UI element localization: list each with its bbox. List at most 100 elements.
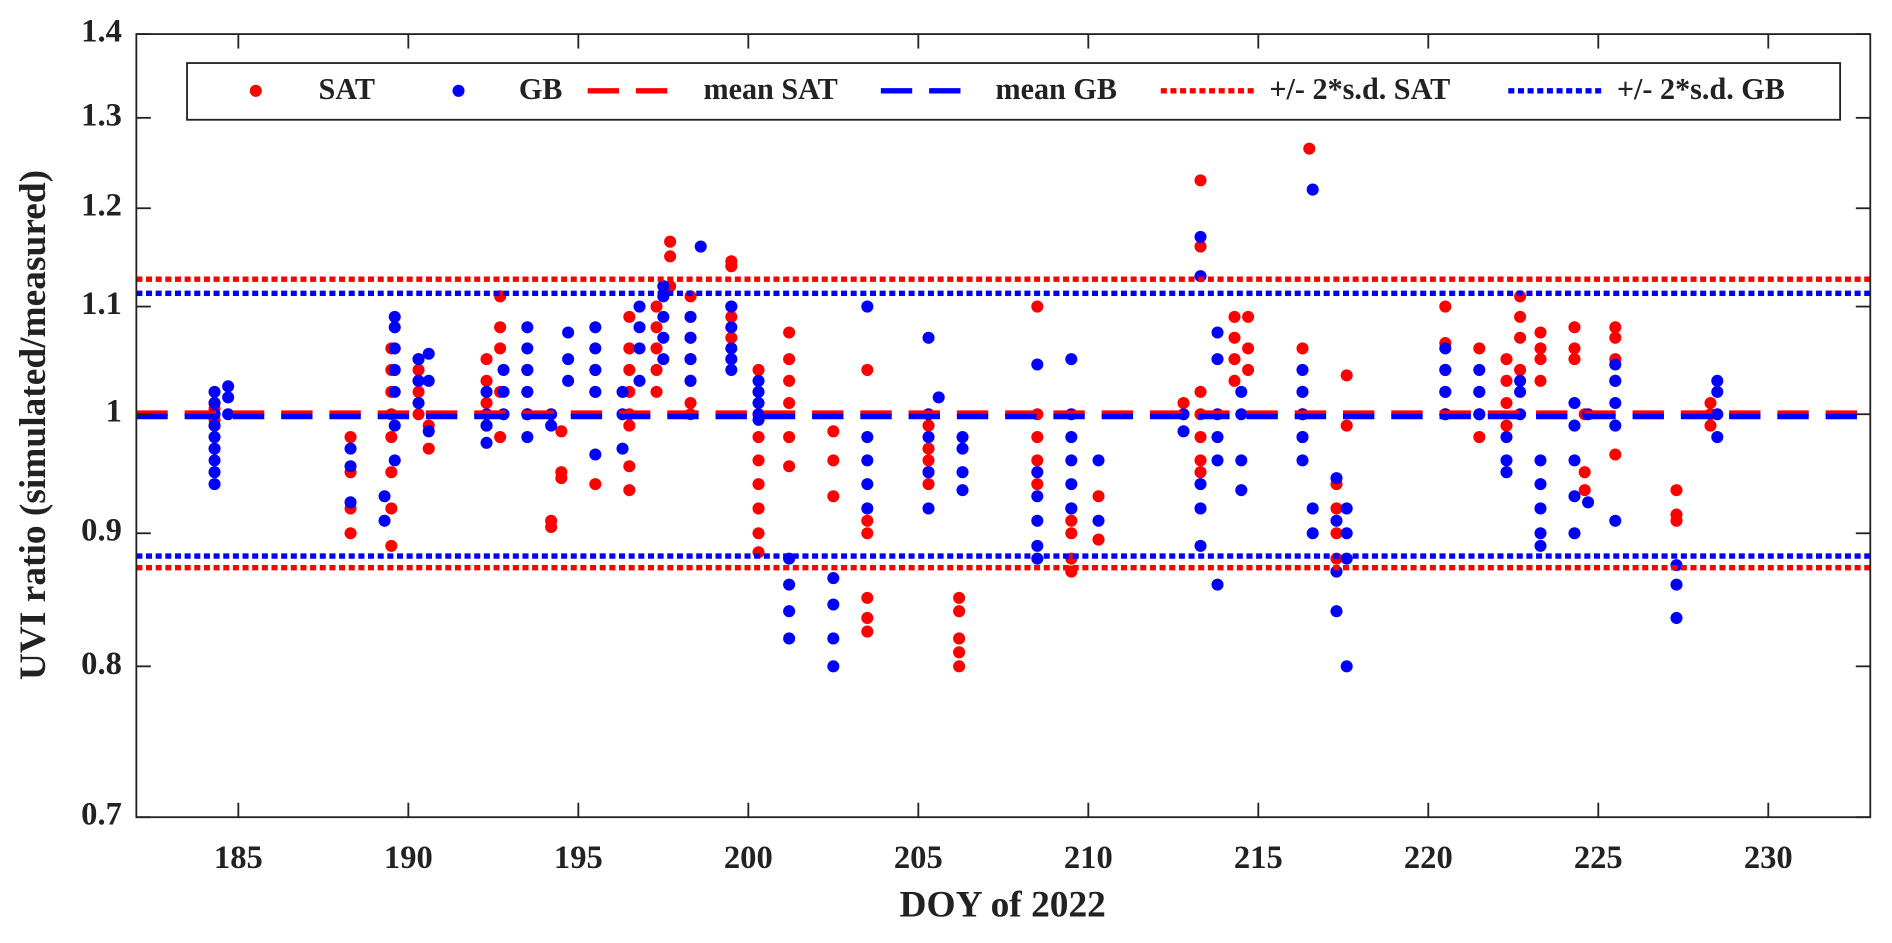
- data-point: [1704, 396, 1717, 410]
- data-point: [1670, 578, 1683, 591]
- data-point: [1500, 419, 1513, 432]
- data-point: [1534, 478, 1547, 491]
- data-point: [623, 363, 636, 376]
- data-point: [388, 385, 401, 398]
- data-point: [752, 385, 765, 398]
- data-point: [1514, 385, 1527, 398]
- x-tick-label: 205: [894, 840, 943, 876]
- data-point: [1242, 342, 1255, 355]
- data-point: [827, 490, 840, 503]
- data-point: [1296, 454, 1309, 467]
- data-point: [633, 321, 646, 334]
- data-point: [1211, 326, 1224, 339]
- data-point: [623, 419, 636, 432]
- data-point: [956, 466, 969, 479]
- data-point: [684, 310, 697, 323]
- data-point: [1306, 527, 1319, 540]
- data-point: [1211, 431, 1224, 444]
- data-point: [344, 527, 357, 540]
- data-point: [1194, 385, 1207, 398]
- legend-marker: [452, 84, 465, 97]
- data-point: [589, 321, 602, 334]
- plot-area: [136, 142, 1871, 673]
- data-point: [1534, 454, 1547, 467]
- data-point: [861, 502, 874, 515]
- data-point: [480, 419, 493, 432]
- y-axis-label: UVI ratio (simulated/measured): [13, 170, 54, 680]
- y-tick-label: 0.8: [81, 646, 122, 682]
- data-point: [555, 425, 568, 438]
- data-point: [1609, 419, 1622, 432]
- data-point: [1473, 342, 1486, 355]
- data-point: [1514, 363, 1527, 376]
- data-point: [1609, 514, 1622, 527]
- data-point: [1609, 396, 1622, 410]
- data-point: [1473, 363, 1486, 376]
- data-point: [1704, 419, 1717, 432]
- data-point: [1031, 478, 1044, 491]
- data-point: [1330, 514, 1343, 527]
- data-point: [480, 436, 493, 449]
- data-point: [956, 442, 969, 455]
- data-point: [1177, 425, 1190, 438]
- x-tick-label: 225: [1574, 840, 1623, 876]
- data-point: [1439, 385, 1452, 398]
- x-tick-label: 185: [214, 840, 263, 876]
- data-point: [497, 385, 510, 398]
- data-point: [1609, 374, 1622, 387]
- data-point: [861, 300, 874, 313]
- data-point: [1092, 490, 1105, 503]
- data-point: [1609, 321, 1622, 334]
- data-point: [344, 496, 357, 509]
- data-point: [1194, 478, 1207, 491]
- data-point: [725, 300, 738, 313]
- data-point: [1609, 331, 1622, 344]
- data-point: [555, 472, 568, 485]
- y-tick-label: 1.1: [81, 286, 122, 322]
- data-point: [633, 342, 646, 355]
- data-point: [752, 363, 765, 376]
- data-point: [208, 442, 221, 455]
- data-point: [422, 347, 435, 360]
- data-point: [385, 466, 398, 479]
- data-point: [932, 391, 945, 404]
- data-point: [1500, 396, 1513, 410]
- data-point: [1228, 310, 1241, 323]
- data-point: [953, 632, 966, 645]
- data-point: [1092, 514, 1105, 527]
- data-point: [1514, 310, 1527, 323]
- data-point: [657, 310, 670, 323]
- data-point: [388, 363, 401, 376]
- data-point: [623, 342, 636, 355]
- data-point: [1194, 230, 1207, 243]
- data-point: [922, 454, 935, 467]
- data-point: [1500, 374, 1513, 387]
- data-point: [684, 353, 697, 366]
- y-tick-label: 1.2: [81, 188, 122, 224]
- data-point: [684, 396, 697, 410]
- data-point: [208, 478, 221, 491]
- data-point: [922, 419, 935, 432]
- data-point: [1031, 300, 1044, 313]
- data-point: [1578, 484, 1591, 497]
- legend-marker: [249, 84, 262, 97]
- data-point: [1568, 321, 1581, 334]
- data-point: [1092, 533, 1105, 546]
- data-point: [1500, 353, 1513, 366]
- data-point: [827, 598, 840, 611]
- data-point: [1534, 527, 1547, 540]
- data-point: [783, 578, 796, 591]
- data-point: [616, 442, 629, 455]
- data-point: [1242, 363, 1255, 376]
- data-point: [1065, 478, 1078, 491]
- data-point: [827, 660, 840, 673]
- y-tick-label: 0.9: [81, 513, 122, 549]
- data-point: [752, 374, 765, 387]
- data-point: [589, 363, 602, 376]
- y-tick-label: 0.7: [81, 797, 122, 833]
- data-point: [589, 478, 602, 491]
- data-point: [1031, 539, 1044, 552]
- data-point: [1568, 353, 1581, 366]
- data-point: [1473, 431, 1486, 444]
- data-point: [725, 353, 738, 366]
